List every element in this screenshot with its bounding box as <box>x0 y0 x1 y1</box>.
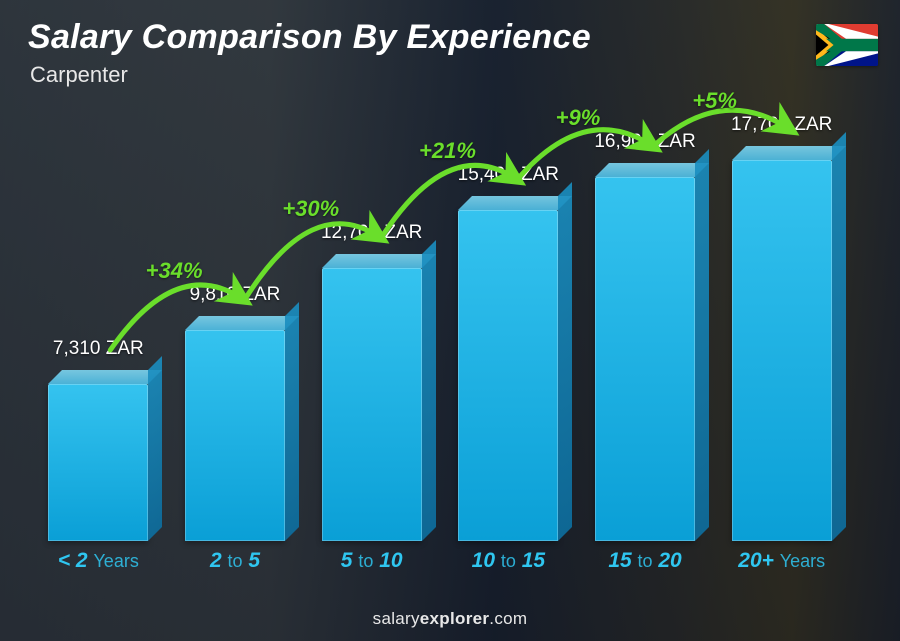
x-axis-label: 5 to 10 <box>303 541 440 581</box>
bar <box>732 160 832 541</box>
bar <box>595 177 695 541</box>
bar-value-label: 12,700 ZAR <box>292 222 452 244</box>
page-title: Salary Comparison By Experience <box>28 18 591 57</box>
bar <box>458 210 558 541</box>
x-axis-label: 10 to 15 <box>440 541 577 581</box>
x-axis-label: 2 to 5 <box>167 541 304 581</box>
bar-slot: 7,310 ZAR <box>30 100 167 541</box>
bar-value-label: 15,400 ZAR <box>428 164 588 186</box>
chart-canvas: Salary Comparison By Experience Carpente… <box>0 0 900 641</box>
x-axis-label: < 2 Years <box>30 541 167 581</box>
bars-container: 7,310 ZAR9,810 ZAR12,700 ZAR15,400 ZAR16… <box>20 100 860 541</box>
bar-slot: 17,700 ZAR <box>713 100 850 541</box>
page-subtitle: Carpenter <box>30 62 128 88</box>
x-axis-label: 15 to 20 <box>577 541 714 581</box>
bar-value-label: 9,810 ZAR <box>155 284 315 306</box>
footer-text: salary <box>373 609 420 628</box>
bar-value-label: 17,700 ZAR <box>702 114 862 136</box>
bar <box>322 268 422 541</box>
bar <box>48 384 148 541</box>
x-axis-label: 20+ Years <box>713 541 850 581</box>
footer-attribution: salaryexplorer.com <box>0 609 900 629</box>
footer-accent: explorer <box>420 609 490 628</box>
country-flag <box>816 24 878 66</box>
bar-value-label: 7,310 ZAR <box>18 338 178 360</box>
bar-slot: 16,900 ZAR <box>577 100 714 541</box>
bar-slot: 9,810 ZAR <box>167 100 304 541</box>
bar <box>185 330 285 541</box>
x-axis-labels: < 2 Years2 to 55 to 1010 to 1515 to 2020… <box>20 541 860 581</box>
footer-suffix: .com <box>489 609 527 628</box>
chart-area: 7,310 ZAR9,810 ZAR12,700 ZAR15,400 ZAR16… <box>20 100 860 581</box>
bar-slot: 15,400 ZAR <box>440 100 577 541</box>
bar-slot: 12,700 ZAR <box>303 100 440 541</box>
